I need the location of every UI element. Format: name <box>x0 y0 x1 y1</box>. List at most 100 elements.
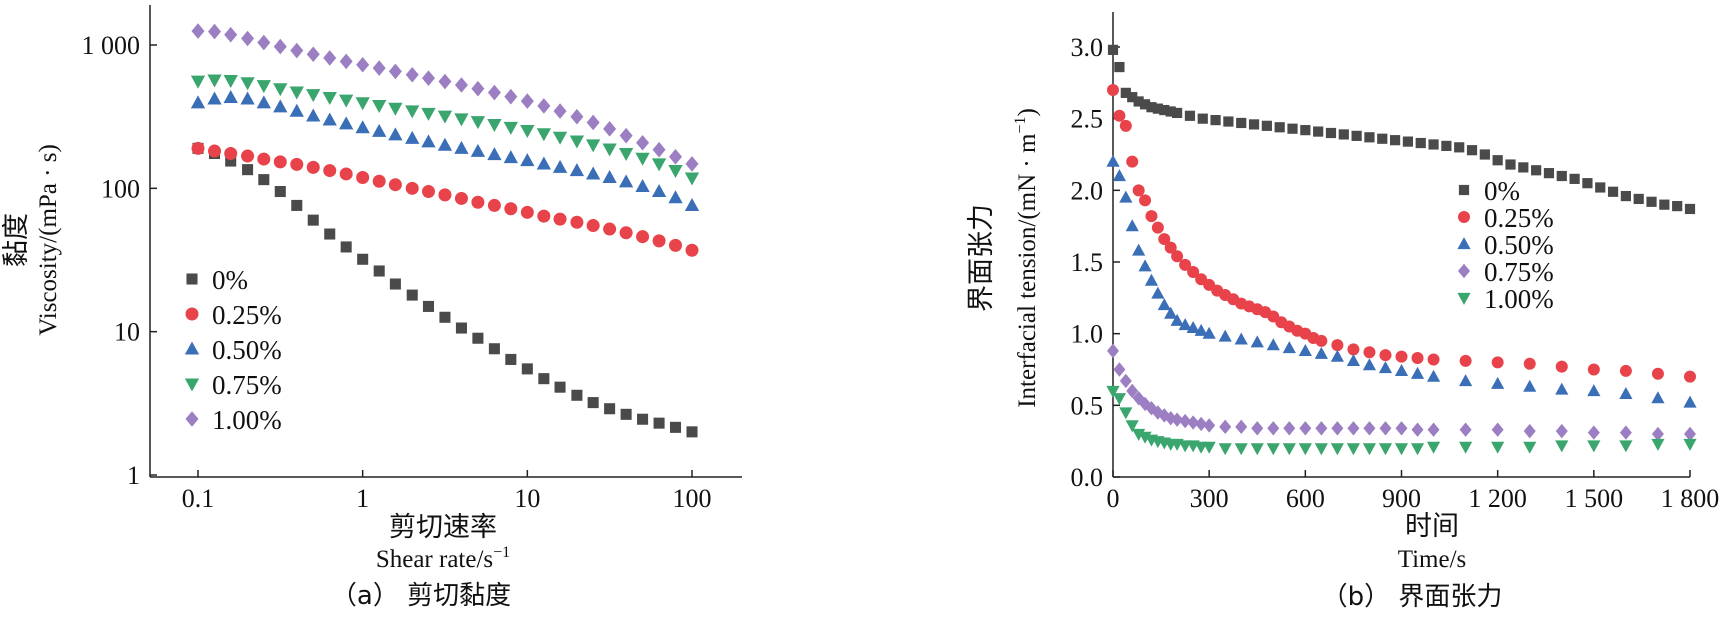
viscosity-point-075 <box>322 92 337 106</box>
tension-point-0 <box>1633 193 1644 205</box>
tension-point-100 <box>1314 443 1328 456</box>
viscosity-y-tick-label: 1 <box>127 461 140 490</box>
viscosity-x-tick-label: 1 <box>356 484 369 513</box>
viscosity-point-025 <box>471 195 485 209</box>
tension-point-025 <box>1187 266 1200 279</box>
tension-point-025 <box>1179 258 1192 271</box>
tension-point-025 <box>1158 233 1171 246</box>
tension-ticks: 0 300 600 900 1 200 1 500 1 800 0.0 0.5 1.0 1.5 2.0… <box>1071 33 1720 513</box>
viscosity-point-075 <box>487 118 502 132</box>
viscosity-y-tick-label: 100 <box>101 174 140 203</box>
tension-point-025 <box>1315 334 1328 347</box>
tension-y-tick-label: 0.0 <box>1071 463 1104 492</box>
tension-point-075 <box>1113 362 1126 377</box>
viscosity-point-0 <box>307 214 319 226</box>
viscosity-point-050 <box>470 143 486 157</box>
viscosity-legend-label: 0.75% <box>212 370 282 400</box>
viscosity-point-050 <box>437 137 453 151</box>
tension-point-075 <box>1171 412 1184 427</box>
viscosity-point-0 <box>422 300 435 312</box>
tension-point-100 <box>1683 438 1697 451</box>
viscosity-point-050 <box>207 91 222 105</box>
tension-point-100 <box>1125 420 1139 433</box>
tension-point-0 <box>1466 145 1478 156</box>
tension-point-025 <box>1139 194 1152 207</box>
viscosity-point-100 <box>685 156 699 172</box>
tension-x-tick-label: 0 <box>1107 484 1120 513</box>
viscosity-point-025 <box>487 198 501 212</box>
tension-point-0 <box>1146 102 1157 113</box>
viscosity-point-025 <box>241 149 255 163</box>
viscosity-point-050 <box>388 127 403 141</box>
viscosity-point-0 <box>521 363 533 375</box>
viscosity-point-0 <box>488 343 500 355</box>
tension-point-0 <box>1313 126 1324 137</box>
viscosity-point-100 <box>257 34 271 51</box>
viscosity-point-0 <box>357 253 369 265</box>
tension-point-075 <box>1363 421 1376 436</box>
tension-point-050 <box>1266 338 1280 351</box>
tension-point-0 <box>1172 107 1183 119</box>
viscosity-point-025 <box>652 234 666 248</box>
viscosity-x-tick-label: 100 <box>673 484 712 513</box>
viscosity-point-050 <box>668 190 683 204</box>
viscosity-point-050 <box>503 150 518 164</box>
viscosity-point-075 <box>223 75 238 89</box>
viscosity-legend-marker <box>184 378 200 392</box>
viscosity-point-050 <box>651 184 667 198</box>
tension-point-025 <box>1619 364 1632 377</box>
tension-point-100 <box>1587 440 1601 453</box>
tension-point-025 <box>1113 109 1126 122</box>
tension-point-075 <box>1235 419 1248 435</box>
tension-point-0 <box>1441 140 1452 151</box>
viscosity-point-100 <box>537 98 551 114</box>
tension-point-075 <box>1619 425 1632 440</box>
tension-point-025 <box>1107 84 1119 96</box>
viscosity-data-points <box>190 23 700 438</box>
tension-point-025 <box>1171 250 1184 263</box>
tension-y-tick-label: 3.0 <box>1071 33 1104 62</box>
viscosity-point-050 <box>536 156 552 170</box>
viscosity-point-075 <box>454 113 469 127</box>
tension-point-100 <box>1651 438 1665 451</box>
tension-point-025 <box>1347 343 1360 356</box>
viscosity-point-075 <box>552 131 568 145</box>
tension-point-100 <box>1298 443 1312 456</box>
tension-point-100 <box>1523 441 1537 454</box>
tension-point-050 <box>1523 379 1537 392</box>
viscosity-point-025 <box>636 230 650 244</box>
tension-x-tick-label: 1 800 <box>1661 484 1720 513</box>
tension-point-0 <box>1479 149 1490 160</box>
viscosity-point-075 <box>421 107 436 121</box>
tension-point-0 <box>1351 130 1362 141</box>
viscosity-x-label-cn: 剪切速率 <box>389 512 497 543</box>
tension-point-050 <box>1194 323 1208 336</box>
tension-point-075 <box>1179 413 1192 429</box>
viscosity-point-050 <box>552 159 568 173</box>
tension-point-075 <box>1119 373 1132 389</box>
viscosity-legend-label: 0% <box>212 265 248 295</box>
tension-point-0 <box>1248 119 1260 130</box>
tension-point-075 <box>1555 423 1568 439</box>
tension-point-100 <box>1234 443 1248 456</box>
tension-point-075 <box>1251 421 1264 436</box>
viscosity-point-050 <box>273 99 288 113</box>
viscosity-point-0 <box>653 417 665 429</box>
tension-point-100 <box>1426 441 1441 454</box>
tension-point-0 <box>1672 201 1683 212</box>
tension-point-025 <box>1145 210 1158 223</box>
tension-point-075 <box>1395 421 1408 436</box>
tension-point-0 <box>1518 162 1529 173</box>
tension-x-label-en: Time/s <box>1398 546 1467 573</box>
tension-point-050 <box>1394 364 1409 377</box>
viscosity-point-075 <box>470 116 486 130</box>
tension-y-tick-label: 1.0 <box>1071 320 1104 349</box>
viscosity-point-0 <box>389 278 401 290</box>
tension-point-100 <box>1459 441 1473 454</box>
viscosity-point-050 <box>322 112 337 126</box>
viscosity-axes <box>149 5 742 478</box>
viscosity-point-025 <box>273 155 287 169</box>
tension-point-100 <box>1218 443 1232 456</box>
viscosity-x-tick-label: 0.1 <box>182 484 215 513</box>
tension-point-025 <box>1379 349 1392 362</box>
